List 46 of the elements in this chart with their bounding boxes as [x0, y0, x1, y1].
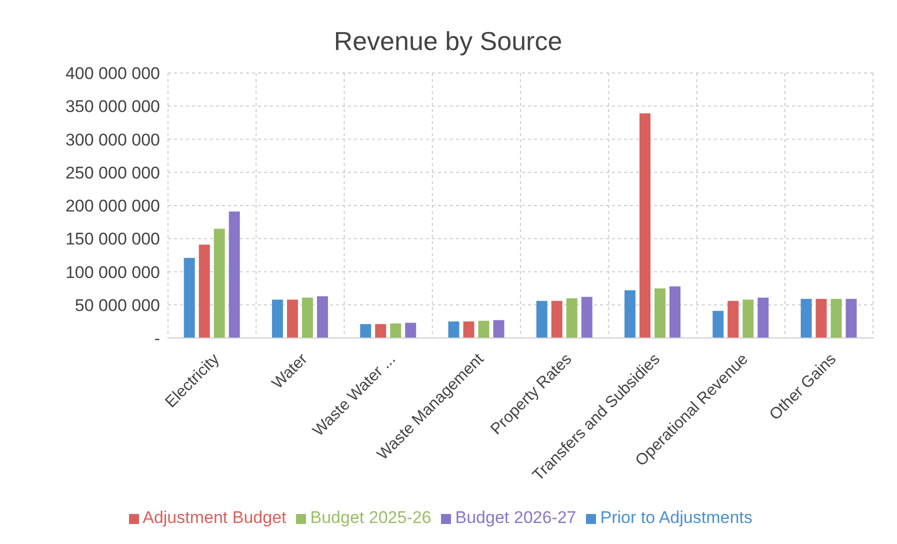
- legend-label: Budget 2025-26: [310, 508, 432, 527]
- legend-label: Prior to Adjustments: [600, 508, 752, 527]
- y-tick-label: 50 000 000: [74, 296, 160, 315]
- bar: [830, 298, 842, 338]
- chart-title: Revenue by Source: [332, 25, 564, 58]
- y-tick-label: 250 000 000: [65, 163, 160, 182]
- legend-label: Budget 2026-27: [455, 508, 576, 527]
- y-tick-label: 350 000 000: [65, 97, 160, 116]
- bar: [448, 321, 460, 338]
- y-tick-label: -: [154, 329, 160, 348]
- bar: [198, 244, 210, 338]
- bar: [302, 298, 313, 338]
- bar: [581, 296, 592, 338]
- bar: [316, 296, 328, 338]
- bar: [846, 298, 857, 338]
- bar: [551, 300, 562, 338]
- bar: [669, 286, 680, 338]
- bar: [566, 298, 578, 338]
- legend-label: Adjustment Budget: [142, 508, 286, 527]
- y-tick-label: 400 000 000: [65, 64, 160, 84]
- bar: [712, 310, 724, 338]
- y-tick-label: 200 000 000: [65, 196, 160, 216]
- bar: [228, 211, 240, 338]
- bar: [184, 258, 195, 338]
- bar: [360, 324, 372, 338]
- bar: [405, 322, 416, 338]
- bar: [758, 298, 769, 338]
- bar: [214, 228, 225, 338]
- bar: [493, 320, 504, 338]
- bar: [728, 300, 739, 338]
- y-tick-label: 150 000 000: [65, 230, 160, 249]
- bar: [742, 300, 754, 338]
- bar: [390, 323, 402, 338]
- bar: [463, 321, 474, 338]
- bar: [816, 298, 827, 338]
- bar: [800, 298, 812, 338]
- bar: [536, 300, 548, 338]
- bar: [624, 290, 636, 338]
- bar: [639, 113, 650, 338]
- bar: [286, 300, 298, 338]
- y-tick-label: 100 000 000: [65, 262, 160, 282]
- bar: [375, 324, 386, 338]
- bar: [272, 300, 283, 338]
- bar: [654, 288, 666, 338]
- y-tick-label: 300 000 000: [65, 130, 160, 150]
- bar: [478, 320, 490, 338]
